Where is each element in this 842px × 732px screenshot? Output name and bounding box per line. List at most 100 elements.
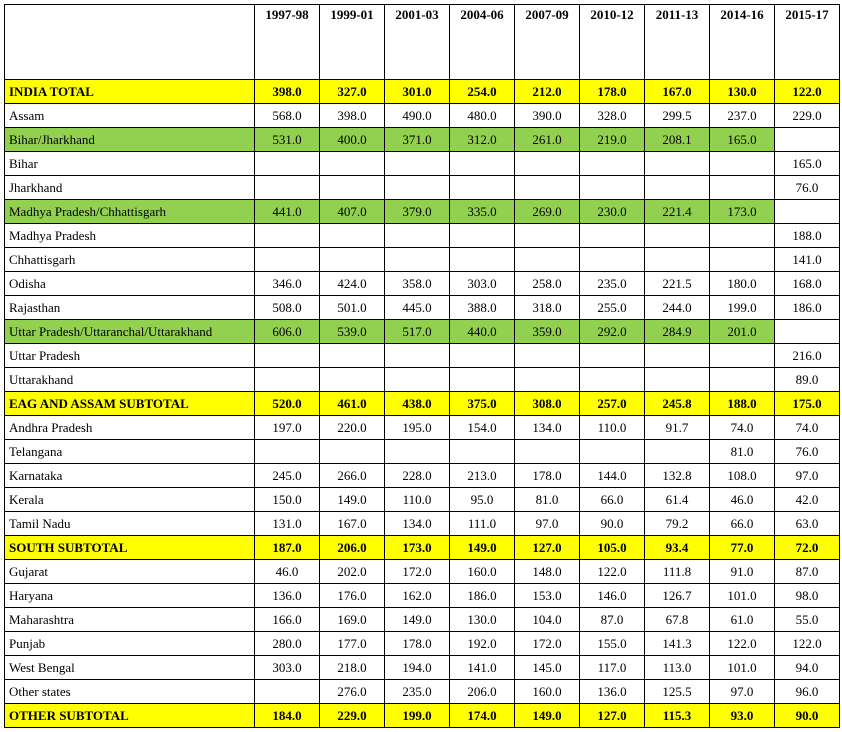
cell: 335.0: [450, 200, 515, 224]
cell: [385, 368, 450, 392]
cell: 111.0: [450, 512, 515, 536]
cell: 134.0: [515, 416, 580, 440]
cell: [515, 440, 580, 464]
cell: 169.0: [320, 608, 385, 632]
cell: 199.0: [710, 296, 775, 320]
cell: 312.0: [450, 128, 515, 152]
cell: 201.0: [710, 320, 775, 344]
cell: 149.0: [320, 488, 385, 512]
table-row: West Bengal303.0218.0194.0141.0145.0117.…: [5, 656, 840, 680]
cell: 254.0: [450, 80, 515, 104]
cell: 95.0: [450, 488, 515, 512]
cell: 379.0: [385, 200, 450, 224]
col-header: 2010-12: [580, 5, 645, 80]
cell: [320, 176, 385, 200]
cell: 255.0: [580, 296, 645, 320]
cell: 284.9: [645, 320, 710, 344]
cell: 72.0: [775, 536, 840, 560]
cell: 98.0: [775, 584, 840, 608]
cell: 202.0: [320, 560, 385, 584]
cell: 130.0: [710, 80, 775, 104]
cell: 212.0: [515, 80, 580, 104]
row-label: Andhra Pradesh: [5, 416, 255, 440]
table-row: Other states276.0235.0206.0160.0136.0125…: [5, 680, 840, 704]
cell: 94.0: [775, 656, 840, 680]
cell: 97.0: [710, 680, 775, 704]
cell: [450, 344, 515, 368]
cell: 160.0: [450, 560, 515, 584]
cell: [320, 368, 385, 392]
row-label: Kerala: [5, 488, 255, 512]
cell: 172.0: [515, 632, 580, 656]
cell: [645, 152, 710, 176]
cell: 165.0: [710, 128, 775, 152]
cell: 122.0: [710, 632, 775, 656]
cell: [645, 248, 710, 272]
cell: 134.0: [385, 512, 450, 536]
cell: 539.0: [320, 320, 385, 344]
cell: [255, 344, 320, 368]
cell: [385, 440, 450, 464]
cell: [385, 176, 450, 200]
cell: 61.4: [645, 488, 710, 512]
table-row: Haryana136.0176.0162.0186.0153.0146.0126…: [5, 584, 840, 608]
cell: 424.0: [320, 272, 385, 296]
cell: 197.0: [255, 416, 320, 440]
cell: 145.0: [515, 656, 580, 680]
cell: 105.0: [580, 536, 645, 560]
table-row: Odisha346.0424.0358.0303.0258.0235.0221.…: [5, 272, 840, 296]
cell: [385, 344, 450, 368]
cell: 160.0: [515, 680, 580, 704]
cell: 77.0: [710, 536, 775, 560]
cell: [775, 200, 840, 224]
row-label: SOUTH SUBTOTAL: [5, 536, 255, 560]
table-row: Kerala150.0149.0110.095.081.066.061.446.…: [5, 488, 840, 512]
cell: 235.0: [385, 680, 450, 704]
cell: 144.0: [580, 464, 645, 488]
cell: [320, 440, 385, 464]
table-row: Chhattisgarh141.0: [5, 248, 840, 272]
cell: 46.0: [255, 560, 320, 584]
cell: 110.0: [385, 488, 450, 512]
cell: 66.0: [710, 512, 775, 536]
cell: [580, 248, 645, 272]
cell: 490.0: [385, 104, 450, 128]
cell: 178.0: [515, 464, 580, 488]
cell: 266.0: [320, 464, 385, 488]
cell: 90.0: [775, 704, 840, 728]
row-label: Odisha: [5, 272, 255, 296]
cell: 76.0: [775, 176, 840, 200]
cell: 192.0: [450, 632, 515, 656]
cell: 153.0: [515, 584, 580, 608]
cell: 155.0: [580, 632, 645, 656]
col-header: 1999-01: [320, 5, 385, 80]
cell: 221.5: [645, 272, 710, 296]
cell: 125.5: [645, 680, 710, 704]
row-label: Telangana: [5, 440, 255, 464]
cell: 501.0: [320, 296, 385, 320]
col-header: 2001-03: [385, 5, 450, 80]
col-header: 2014-16: [710, 5, 775, 80]
cell: [645, 368, 710, 392]
cell: [515, 224, 580, 248]
cell: [450, 176, 515, 200]
cell: 230.0: [580, 200, 645, 224]
table-row: Uttar Pradesh/Uttaranchal/Uttarakhand606…: [5, 320, 840, 344]
row-label: EAG AND ASSAM SUBTOTAL: [5, 392, 255, 416]
cell: 400.0: [320, 128, 385, 152]
table-row: INDIA TOTAL398.0327.0301.0254.0212.0178.…: [5, 80, 840, 104]
cell: [580, 176, 645, 200]
cell: 46.0: [710, 488, 775, 512]
cell: 111.8: [645, 560, 710, 584]
table-row: Gujarat46.0202.0172.0160.0148.0122.0111.…: [5, 560, 840, 584]
cell: 115.3: [645, 704, 710, 728]
cell: 237.0: [710, 104, 775, 128]
cell: 244.0: [645, 296, 710, 320]
col-header: 2015-17: [775, 5, 840, 80]
cell: 122.0: [775, 80, 840, 104]
table-row: Madhya Pradesh188.0: [5, 224, 840, 248]
cell: 480.0: [450, 104, 515, 128]
cell: 213.0: [450, 464, 515, 488]
cell: 358.0: [385, 272, 450, 296]
cell: [515, 368, 580, 392]
